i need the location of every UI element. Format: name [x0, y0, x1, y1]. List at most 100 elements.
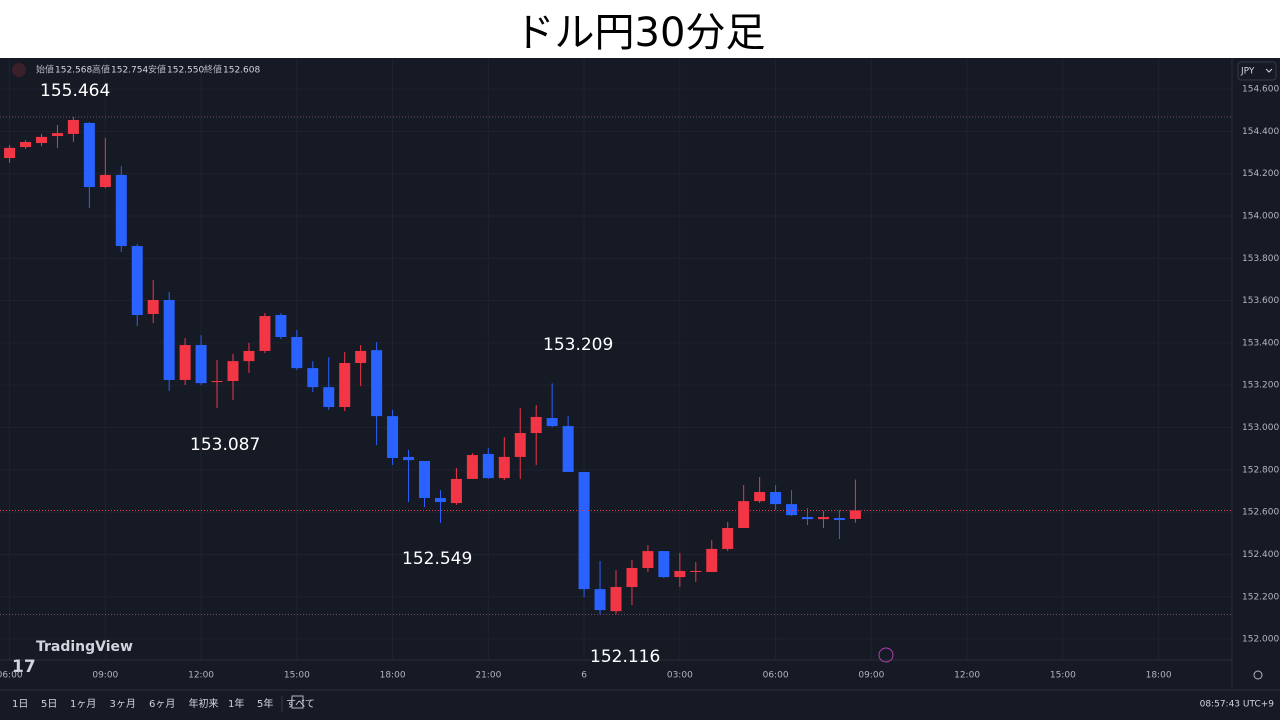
- toolbar-bg: [0, 690, 1280, 720]
- candle-body: [817, 517, 829, 520]
- dropdown-icon: [1265, 68, 1273, 73]
- range-button[interactable]: 5年: [257, 697, 273, 710]
- y-tick-label: 152.800: [1242, 465, 1279, 475]
- range-button[interactable]: 5日: [41, 699, 57, 710]
- candle-body: [163, 299, 175, 380]
- candle-body: [594, 589, 606, 611]
- y-tick-label: 153.200: [1242, 381, 1279, 391]
- x-tick-label: 09:00: [92, 671, 118, 681]
- candle-body: [418, 460, 430, 498]
- calendar-icon[interactable]: [291, 695, 304, 709]
- candle-body: [722, 528, 734, 549]
- x-tick-label: 15:00: [284, 671, 310, 681]
- x-tick-label: 03:00: [667, 671, 693, 681]
- candle-body: [802, 517, 814, 520]
- y-tick-label: 154.400: [1242, 127, 1279, 137]
- ohlc-label: 安値: [148, 64, 166, 76]
- candle-body: [259, 316, 271, 351]
- candle-body: [626, 567, 638, 588]
- y-tick-label: 154.000: [1242, 212, 1279, 222]
- candle-body: [482, 453, 494, 479]
- y-tick-label: 152.600: [1242, 508, 1279, 518]
- candle-body: [195, 345, 207, 384]
- candle-body: [83, 122, 95, 188]
- range-button[interactable]: 1日: [12, 699, 28, 710]
- candle-body: [674, 570, 686, 578]
- ohlc-value: 152.608: [223, 66, 260, 76]
- candle-body: [434, 497, 446, 502]
- candle-body: [738, 501, 750, 529]
- candle-body: [307, 368, 319, 388]
- y-tick-label: 153.000: [1242, 423, 1279, 433]
- y-tick-label: 152.000: [1242, 635, 1279, 645]
- candle-body: [131, 246, 143, 316]
- ohlc-value: 152.550: [167, 66, 204, 76]
- x-tick-label: 06:00: [763, 671, 789, 681]
- alert-icon[interactable]: [878, 647, 894, 663]
- x-tick-label: 6: [581, 671, 587, 681]
- candle-body: [67, 119, 79, 134]
- currency[interactable]: JPY: [1240, 67, 1255, 77]
- x-tick-label: 18:00: [1146, 671, 1172, 681]
- annotation: 155.464: [40, 81, 110, 101]
- candle-body: [450, 478, 462, 504]
- x-tick-label: 06:00: [0, 671, 23, 681]
- candle-body: [578, 471, 590, 590]
- candle-body: [562, 426, 574, 472]
- y-tick-label: 154.600: [1242, 85, 1279, 95]
- candle-body: [658, 551, 670, 578]
- y-tick-label: 154.200: [1242, 169, 1279, 179]
- candle-body: [466, 455, 478, 479]
- candle-body: [754, 492, 766, 502]
- ohlc-value: 152.568: [55, 66, 92, 76]
- x-tick-label: 18:00: [380, 671, 406, 681]
- currency-box[interactable]: [1237, 61, 1277, 81]
- candle-body: [849, 510, 861, 519]
- candle-body: [227, 361, 239, 381]
- range-button[interactable]: 6ヶ月: [149, 698, 175, 710]
- range-button[interactable]: 年初来: [189, 697, 219, 710]
- candle-body: [275, 315, 287, 338]
- settings-icon[interactable]: [1253, 670, 1263, 680]
- range-button[interactable]: 1年: [228, 697, 244, 710]
- candle-body: [546, 418, 558, 427]
- candle-body: [403, 456, 415, 461]
- candle-body: [514, 433, 526, 457]
- candle-body: [35, 136, 47, 144]
- logo: TradingView: [36, 639, 133, 655]
- candle-body: [833, 518, 845, 520]
- y-tick-label: 152.200: [1242, 592, 1279, 602]
- candle-body: [51, 133, 63, 137]
- candle-body: [115, 174, 127, 247]
- candle-body: [179, 345, 191, 380]
- candle-body: [211, 380, 223, 383]
- chart-bg: [0, 58, 1280, 720]
- ohlc-label: 始値: [36, 64, 54, 76]
- range-button[interactable]: 3ヶ月: [110, 698, 136, 710]
- x-tick-label: 15:00: [1050, 671, 1076, 681]
- candle-body: [4, 147, 16, 159]
- candle-body: [786, 504, 798, 516]
- candle-body: [387, 416, 399, 458]
- symbol-icon: [12, 63, 26, 77]
- x-tick-label: 21:00: [475, 671, 501, 681]
- chart: JPY 17 TradingView 152.000 152.200 152.400…: [0, 58, 1280, 720]
- annotation: 152.549: [402, 549, 472, 569]
- candle-body: [530, 416, 542, 434]
- page-title: ドル円30分足: [514, 10, 766, 56]
- clock: 08:57:43 UTC+9: [1200, 700, 1275, 710]
- range-button[interactable]: 1ヶ月: [70, 698, 96, 710]
- candle-body: [610, 587, 622, 612]
- x-tick-label: 12:00: [188, 671, 214, 681]
- candle-body: [706, 548, 718, 573]
- range-button[interactable]: すべて: [286, 698, 315, 710]
- candle-body: [99, 174, 111, 188]
- x-tick-label: 12:00: [954, 671, 980, 681]
- annotation: 153.087: [190, 435, 260, 455]
- logo-mark: 17: [12, 657, 36, 677]
- candle-body: [770, 492, 782, 505]
- candle-body: [642, 551, 654, 568]
- candle-body: [20, 141, 32, 148]
- annotation: 152.116: [590, 647, 660, 667]
